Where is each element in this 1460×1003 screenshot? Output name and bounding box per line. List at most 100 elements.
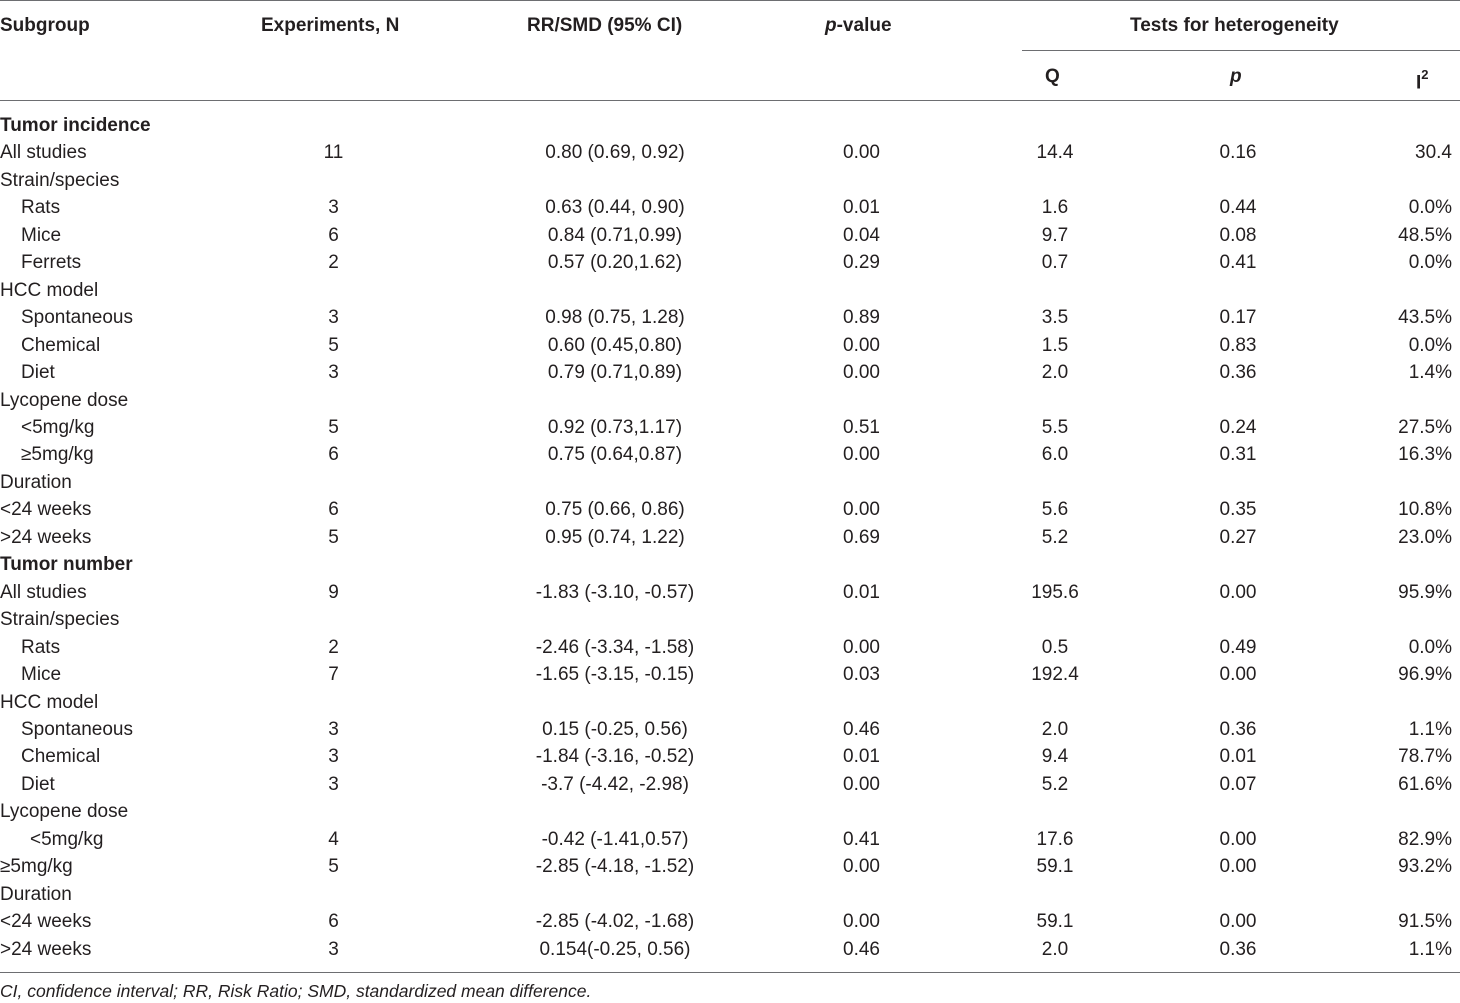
- cell-pvalue: [803, 277, 920, 304]
- cell-experiments: 3: [328, 718, 339, 740]
- cell-experiments: 3: [328, 307, 339, 329]
- cell-i2: 23.0%: [1398, 526, 1452, 548]
- cell-pvalue: [803, 551, 920, 578]
- cell-effect: [427, 112, 803, 139]
- cell-q: [920, 798, 1190, 825]
- cell-i2: 96.9%: [1398, 664, 1452, 686]
- cell-pvalue: [803, 606, 920, 633]
- cell-i2: [1286, 551, 1460, 578]
- cell-pvalue: 0.46: [843, 938, 880, 960]
- header-pvalue: p-value: [825, 15, 892, 37]
- header-q: Q: [1045, 66, 1060, 87]
- table-row: All studies 11 0.80 (0.69, 0.92) 0.00 14.4 0.…: [0, 139, 1460, 166]
- heterogeneity-rule: [1022, 50, 1460, 51]
- cell-subgroup: HCC model: [0, 691, 99, 713]
- cell-i2: 0.0%: [1408, 252, 1452, 274]
- cell-p: 0.35: [1219, 499, 1257, 521]
- cell-effect: 0.75 (0.66, 0.86): [545, 499, 685, 521]
- cell-q: 59.1: [1036, 911, 1074, 933]
- cell-q: 14.4: [1036, 142, 1074, 164]
- cell-effect: -0.42 (-1.41,0.57): [541, 828, 689, 850]
- cell-experiments: 3: [328, 362, 339, 384]
- cell-experiments: [240, 469, 427, 496]
- cell-pvalue: 0.00: [843, 362, 880, 384]
- cell-pvalue: 0.51: [843, 416, 880, 438]
- cell-pvalue: 0.46: [843, 718, 880, 740]
- cell-pvalue: 0.01: [843, 746, 880, 768]
- cell-subgroup: All studies: [0, 581, 87, 603]
- cell-effect: 0.92 (0.73,1.17): [547, 416, 683, 438]
- section-header-row: Tumor incidence: [0, 112, 1460, 139]
- cell-pvalue: 0.00: [843, 444, 880, 466]
- header-p: p: [1230, 66, 1242, 88]
- cell-subgroup: HCC model: [0, 279, 99, 301]
- cell-p: 0.44: [1219, 197, 1257, 219]
- table-row: Lycopene dose: [0, 387, 1460, 414]
- header-i2-base: I: [1416, 72, 1422, 94]
- table-row: Mice 6 0.84 (0.71,0.99) 0.04 9.7 0.08 48.5%: [0, 222, 1460, 249]
- results-table-body: Tumor incidence All studies 11 0.80 (0.69, …: [0, 112, 1460, 963]
- cell-p: 0.17: [1219, 307, 1257, 329]
- header-subgroup: Subgroup: [0, 15, 90, 36]
- cell-i2: 30.4: [1415, 142, 1452, 164]
- cell-pvalue: 0.00: [843, 499, 880, 521]
- cell-q: [920, 689, 1190, 716]
- cell-subgroup-label: ≥5mg/kg: [21, 444, 94, 466]
- table-row: Chemical 3 -1.84 (-3.16, -0.52) 0.01 9.4 0.01…: [0, 743, 1460, 770]
- table-row: Rats 2 -2.46 (-3.34, -1.58) 0.00 0.5 0.49 0.0%: [0, 634, 1460, 661]
- cell-p: [1190, 551, 1286, 578]
- cell-subgroup: Spontaneous: [0, 304, 240, 331]
- header-p-italic: p: [1230, 66, 1242, 87]
- table-row: Ferrets 2 0.57 (0.20,1.62) 0.29 0.7 0.41 0.0%: [0, 249, 1460, 276]
- cell-experiments: 5: [328, 334, 339, 356]
- cell-experiments: 6: [328, 499, 339, 521]
- cell-experiments: [240, 167, 427, 194]
- cell-subgroup-label: Chemical: [21, 334, 101, 356]
- cell-p: 0.16: [1219, 142, 1257, 164]
- cell-p: 0.36: [1219, 938, 1257, 960]
- cell-subgroup-label: Mice: [21, 664, 62, 686]
- cell-effect: [427, 798, 803, 825]
- cell-i2: [1286, 277, 1460, 304]
- cell-q: 0.5: [1041, 636, 1069, 658]
- table-row: Lycopene dose: [0, 798, 1460, 825]
- cell-i2: [1286, 798, 1460, 825]
- header-i2: I2: [1416, 66, 1429, 94]
- cell-i2: [1286, 387, 1460, 414]
- cell-effect: 0.79 (0.71,0.89): [547, 362, 683, 384]
- cell-q: 2.0: [1041, 938, 1069, 960]
- cell-experiments: [240, 689, 427, 716]
- cell-p: 0.08: [1219, 224, 1257, 246]
- cell-i2: 0.0%: [1408, 197, 1452, 219]
- cell-subgroup-label: <5mg/kg: [30, 828, 104, 850]
- table-row: ≥5mg/kg 6 0.75 (0.64,0.87) 0.00 6.0 0.31 16.3%: [0, 441, 1460, 468]
- cell-q: 3.5: [1041, 307, 1069, 329]
- cell-q: [920, 112, 1190, 139]
- cell-effect: [427, 606, 803, 633]
- table-row: <5mg/kg 4 -0.42 (-1.41,0.57) 0.41 17.6 0.00 82…: [0, 826, 1460, 853]
- cell-effect: 0.98 (0.75, 1.28): [545, 307, 685, 329]
- cell-subgroup: Tumor number: [0, 554, 133, 576]
- table-row: Strain/species: [0, 606, 1460, 633]
- cell-subgroup: <24 weeks: [0, 499, 92, 521]
- cell-effect: 0.57 (0.20,1.62): [547, 252, 683, 274]
- cell-effect: [427, 689, 803, 716]
- cell-effect: [427, 167, 803, 194]
- cell-p: 0.36: [1219, 362, 1257, 384]
- cell-p: 0.01: [1219, 746, 1257, 768]
- cell-p: [1190, 798, 1286, 825]
- cell-p: [1190, 167, 1286, 194]
- cell-p: [1190, 689, 1286, 716]
- cell-i2: 43.5%: [1398, 307, 1452, 329]
- cell-i2: 1.1%: [1408, 938, 1452, 960]
- table-row: <24 weeks 6 0.75 (0.66, 0.86) 0.00 5.6 0.35 10…: [0, 496, 1460, 523]
- cell-experiments: 3: [328, 197, 339, 219]
- cell-p: 0.07: [1219, 773, 1257, 795]
- table-row: All studies 9 -1.83 (-3.10, -0.57) 0.01 195.…: [0, 579, 1460, 606]
- table-row: ≥5mg/kg 5 -2.85 (-4.18, -1.52) 0.00 59.1 0.00…: [0, 853, 1460, 880]
- cell-q: 9.4: [1041, 746, 1069, 768]
- cell-i2: [1286, 112, 1460, 139]
- cell-p: [1190, 606, 1286, 633]
- header-pvalue-italic: p: [825, 15, 837, 36]
